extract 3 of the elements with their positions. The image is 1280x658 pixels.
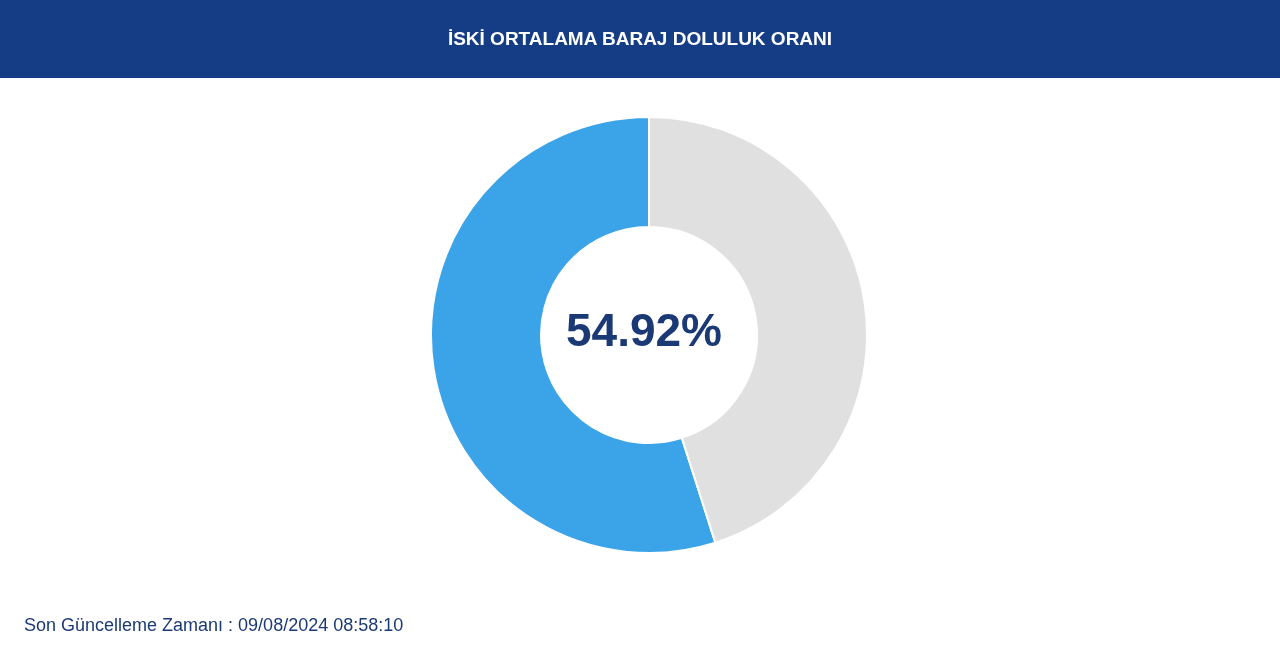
chart-title: İSKİ ORTALAMA BARAJ DOLULUK ORANI	[0, 0, 1280, 78]
text: Son Güncelleme Zamanı : 09/08/2024 08:58:10	[24, 615, 404, 636]
data-label: 54.92%	[565, 303, 723, 358]
